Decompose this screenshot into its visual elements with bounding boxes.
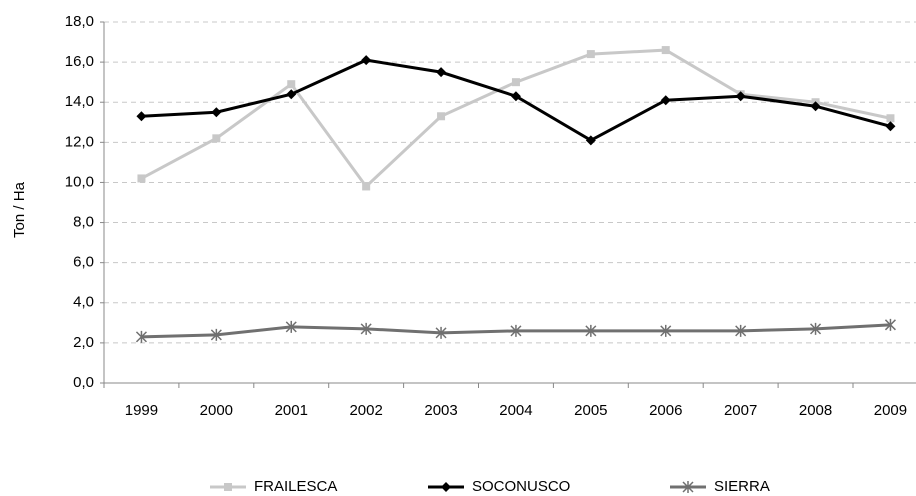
x-tick-label: 2001 (275, 402, 308, 419)
data-point (437, 112, 446, 121)
legend-label: FRAILESCA (254, 478, 337, 495)
data-point (135, 330, 147, 343)
y-tick-label: 6,0 (73, 254, 94, 271)
data-point (212, 134, 221, 143)
legend-marker (682, 481, 694, 493)
x-tick-label: 2004 (499, 402, 532, 419)
data-point (735, 91, 746, 102)
series-line (140, 48, 891, 189)
data-point (211, 107, 222, 118)
legend-label: SIERRA (714, 478, 770, 495)
x-tick-label: 1999 (125, 402, 158, 419)
y-tick-label: 18,0 (65, 13, 94, 30)
x-tick-label: 2005 (574, 402, 607, 419)
y-tick-label: 14,0 (65, 93, 94, 110)
y-tick-label: 0,0 (73, 374, 94, 391)
data-point (660, 95, 671, 106)
data-point (810, 101, 821, 112)
y-tick-label: 2,0 (73, 334, 94, 351)
data-point (435, 326, 447, 339)
data-point (136, 111, 147, 122)
data-point (137, 174, 146, 183)
data-point (360, 322, 372, 335)
x-tick-label: 2003 (424, 402, 457, 419)
x-tick-label: 2000 (200, 402, 233, 419)
data-point (510, 324, 522, 337)
x-tick-label: 2006 (649, 402, 682, 419)
x-tick-label: 2009 (874, 402, 907, 419)
data-point (886, 114, 895, 123)
data-point (585, 135, 596, 146)
data-point (285, 320, 297, 333)
data-point (287, 80, 296, 89)
x-tick-label: 2002 (349, 402, 382, 419)
legend-label: SOCONUSCO (472, 478, 570, 495)
legend-marker (224, 483, 232, 491)
data-point (362, 182, 371, 191)
x-tick-label: 2008 (799, 402, 832, 419)
data-point (361, 55, 372, 66)
data-point (586, 50, 595, 59)
data-point (436, 67, 447, 78)
data-point (510, 91, 521, 102)
y-tick-label: 4,0 (73, 294, 94, 311)
y-tick-label: 8,0 (73, 214, 94, 231)
data-point (210, 328, 222, 341)
legend-marker (441, 482, 451, 492)
data-point (884, 318, 896, 331)
data-point (511, 78, 520, 87)
x-tick-label: 2007 (724, 402, 757, 419)
data-point (585, 324, 597, 337)
data-point (286, 89, 297, 100)
data-point (661, 46, 670, 55)
y-tick-label: 16,0 (65, 53, 94, 70)
data-point (735, 324, 747, 337)
data-point (810, 322, 822, 335)
y-tick-label: 10,0 (65, 173, 94, 190)
data-point (885, 121, 896, 132)
data-point (660, 324, 672, 337)
y-axis-label: Ton / Ha (11, 181, 28, 238)
y-tick-label: 12,0 (65, 133, 94, 150)
